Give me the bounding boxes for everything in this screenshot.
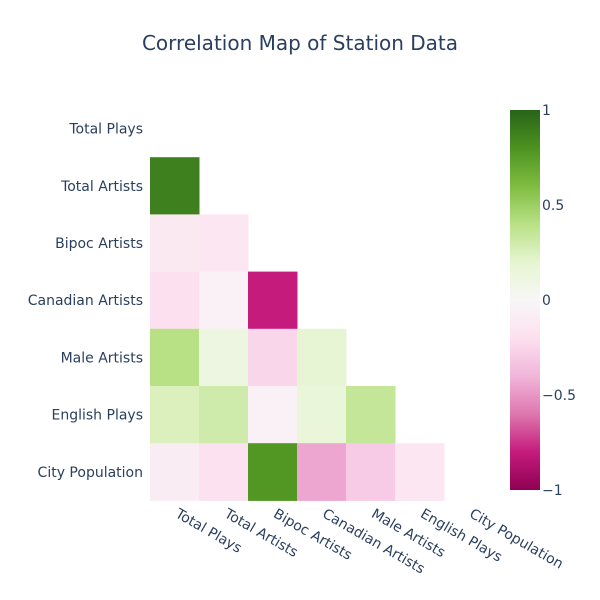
heatmap-cell: [150, 157, 200, 215]
y-axis-tick-labels: Total Plays Total Artists Bipoc Artists Can…: [28, 122, 143, 481]
colorbar: 1 0.5 0 −0.5 −1: [510, 103, 576, 499]
colorbar-tick-labels: 1 0.5 0 −0.5 −1: [542, 103, 576, 499]
heatmap-cell: [248, 386, 298, 444]
heatmap-cell: [150, 386, 200, 444]
colorbar-tick-label: −0.5: [542, 388, 576, 404]
heatmap-cell: [346, 443, 396, 501]
heatmap-cell: [346, 386, 396, 444]
heatmap-cell: [248, 328, 298, 387]
y-tick-label: English Plays: [52, 408, 144, 424]
y-tick-label: Total Plays: [68, 122, 143, 138]
heatmap-cell: [150, 271, 200, 330]
heatmap-cell: [150, 328, 200, 387]
y-tick-label: Total Artists: [60, 179, 143, 195]
heatmap-cells: [150, 157, 445, 501]
heatmap-cell: [150, 214, 200, 273]
heatmap-cell: [199, 443, 249, 501]
heatmap-cell: [297, 443, 347, 501]
heatmap-cell: [297, 328, 347, 387]
heatmap-cell: [395, 443, 445, 501]
chart-title: Correlation Map of Station Data: [142, 31, 458, 55]
colorbar-tick-label: 1: [542, 103, 551, 119]
colorbar-tick-label: 0: [542, 293, 551, 309]
heatmap-cell: [297, 386, 347, 444]
heatmap-cell: [248, 271, 298, 330]
heatmap-cell: [199, 328, 249, 387]
heatmap-cell: [248, 443, 298, 501]
heatmap-cell: [199, 271, 249, 330]
y-tick-label: Male Artists: [61, 350, 143, 366]
heatmap-cell: [199, 386, 249, 444]
heatmap-cell: [150, 443, 200, 501]
y-tick-label: City Population: [38, 465, 143, 481]
colorbar-gradient: [510, 110, 540, 490]
y-tick-label: Canadian Artists: [28, 293, 143, 309]
colorbar-tick-label: 0.5: [542, 198, 564, 214]
heatmap-cell: [199, 214, 249, 273]
y-tick-label: Bipoc Artists: [55, 236, 143, 252]
colorbar-tick-label: −1: [542, 483, 563, 499]
